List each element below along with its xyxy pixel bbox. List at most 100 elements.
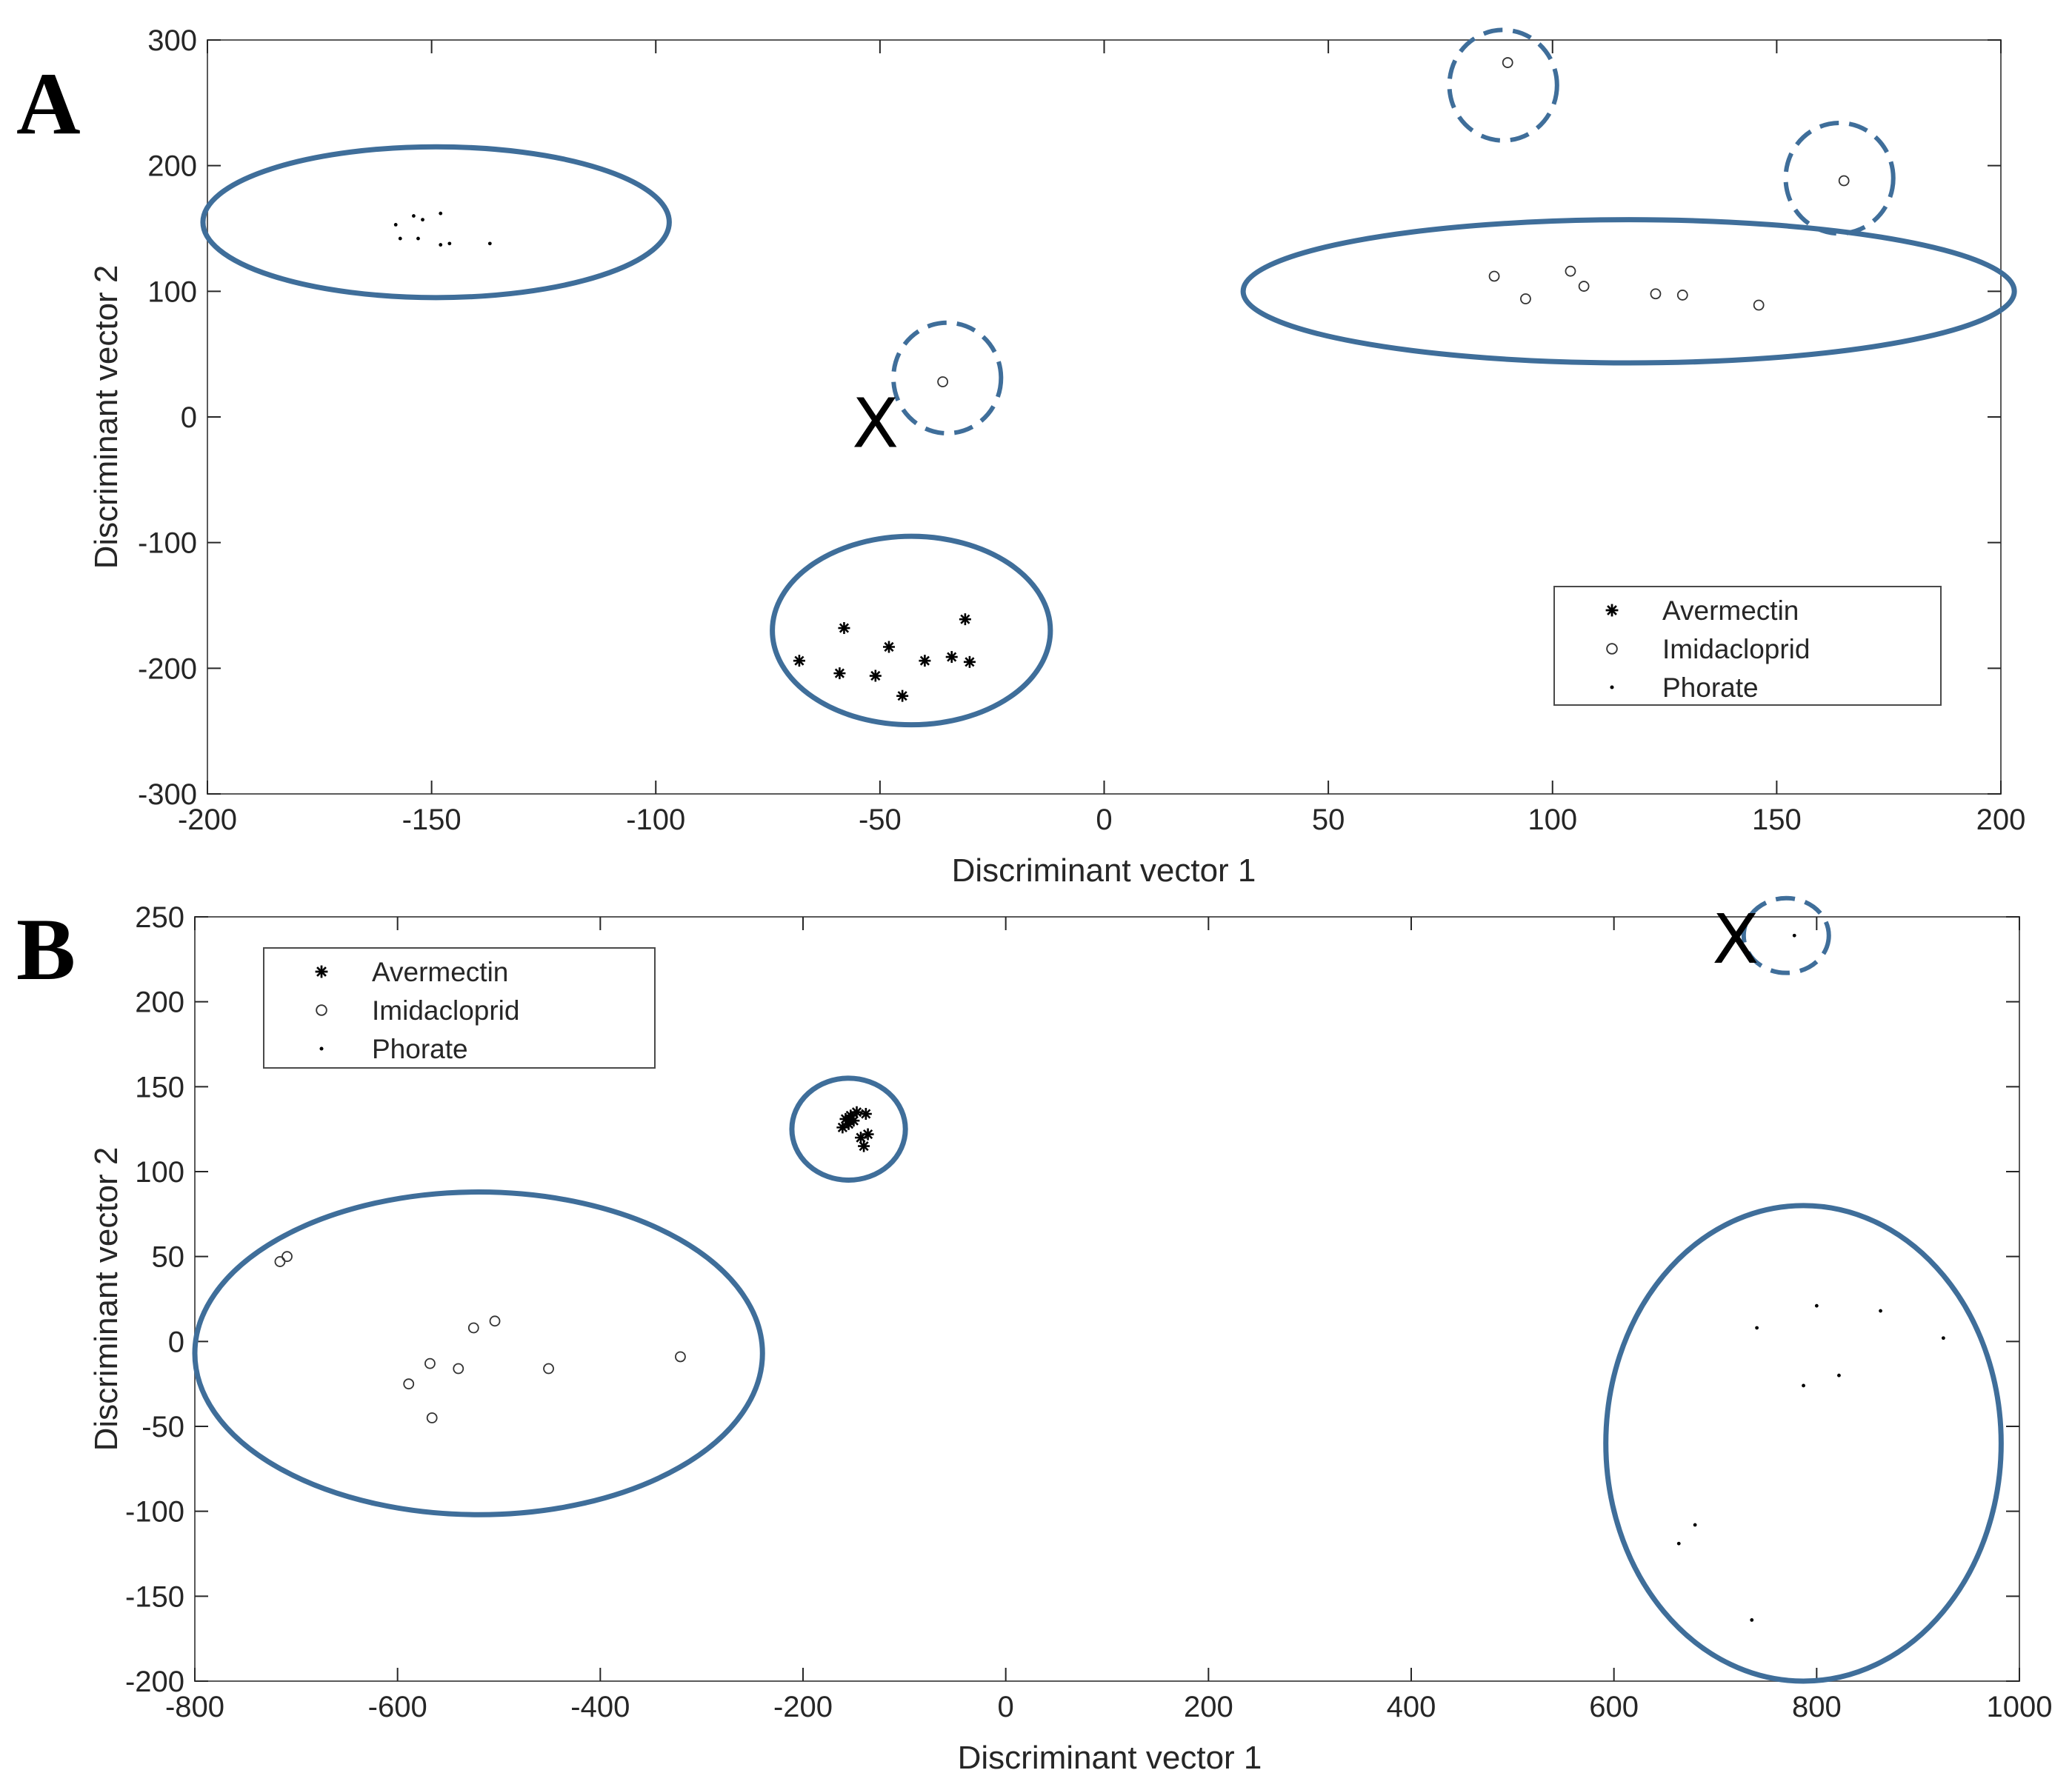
- data-point-phorate: [393, 223, 398, 227]
- data-point-imidacloprid: [1753, 299, 1765, 311]
- legend-marker-phorate: [319, 1046, 324, 1051]
- data-point-avermectin: [959, 613, 971, 626]
- y-tick-label: 200: [135, 986, 184, 1019]
- data-point-phorate: [1814, 1303, 1819, 1308]
- y-tick-label: -100: [125, 1496, 184, 1529]
- y-tick-label: -200: [125, 1666, 184, 1698]
- legend-label-phorate: Phorate: [372, 1034, 468, 1064]
- data-point-phorate: [487, 241, 492, 246]
- legend-label-phorate: Phorate: [1662, 672, 1759, 703]
- x-tick-label: -600: [368, 1691, 427, 1723]
- data-point-imidacloprid: [1520, 293, 1531, 304]
- y-tick-label: 250: [135, 901, 184, 934]
- legend-marker-avermectin: [1605, 604, 1619, 617]
- data-point-imidacloprid: [1676, 290, 1688, 301]
- cluster-ellipse: [1603, 1203, 2004, 1684]
- data-point-imidacloprid: [675, 1351, 686, 1363]
- y-tick-label: 50: [152, 1241, 185, 1274]
- data-point-avermectin: [945, 651, 958, 664]
- x-tick-label: 400: [1387, 1691, 1436, 1723]
- cluster-ellipse: [770, 533, 1053, 728]
- data-point-imidacloprid: [1578, 281, 1590, 292]
- data-point-imidacloprid: [274, 1256, 286, 1267]
- x-tick-label: 100: [1528, 804, 1577, 836]
- data-point-phorate: [1676, 1541, 1681, 1546]
- legend-label-avermectin: Avermectin: [1662, 595, 1799, 626]
- data-point-imidacloprid: [426, 1412, 438, 1423]
- legend-label-avermectin: Avermectin: [372, 957, 508, 987]
- y-tick-label: 100: [147, 275, 197, 308]
- data-point-avermectin: [859, 1108, 872, 1121]
- data-point-imidacloprid: [1488, 270, 1500, 282]
- x-tick-label: 600: [1589, 1691, 1639, 1723]
- annotation-x: X: [852, 384, 899, 463]
- data-point-phorate: [1837, 1373, 1841, 1377]
- data-point-avermectin: [793, 655, 805, 667]
- data-point-phorate: [398, 236, 402, 241]
- data-point-avermectin: [850, 1106, 863, 1118]
- dashed-cluster-ellipse: [1783, 120, 1896, 236]
- data-point-avermectin: [963, 655, 976, 668]
- panel-b: -800 -600 -400 -200 0 200 400 600 800 10002502001…: [16, 895, 2053, 1776]
- x-tick-label: -150: [402, 804, 462, 836]
- data-point-imidacloprid: [1838, 175, 1850, 187]
- data-point-phorate: [1750, 1618, 1754, 1622]
- data-point-imidacloprid: [937, 376, 949, 387]
- y-tick-label: 300: [147, 24, 197, 57]
- data-point-avermectin: [838, 622, 850, 635]
- x-tick-label: -200: [773, 1691, 833, 1723]
- y-tick-label: 100: [135, 1156, 184, 1189]
- data-point-phorate: [439, 243, 443, 247]
- data-point-imidacloprid: [403, 1378, 415, 1390]
- legend-box: [263, 947, 656, 1069]
- legend-box: [1553, 586, 1942, 706]
- x-axis-label: Discriminant vector 1: [952, 852, 1256, 889]
- x-tick-label: 150: [1752, 804, 1802, 836]
- cluster-ellipse: [1240, 217, 2017, 366]
- y-tick-label: 200: [147, 150, 197, 183]
- y-tick-label: -200: [138, 652, 197, 685]
- cluster-ellipse: [789, 1075, 908, 1183]
- legend-marker-avermectin: [315, 965, 328, 978]
- x-tick-label: -50: [859, 804, 902, 836]
- y-tick-label: 0: [181, 401, 197, 434]
- data-point-avermectin: [919, 655, 931, 667]
- data-point-imidacloprid: [1502, 57, 1513, 68]
- x-tick-label: 1000: [1987, 1691, 2053, 1723]
- y-tick-label: -100: [138, 527, 197, 560]
- data-point-phorate: [1941, 1336, 1945, 1340]
- data-point-avermectin: [833, 667, 846, 680]
- data-point-phorate: [1879, 1309, 1882, 1313]
- y-tick-label: -150: [125, 1580, 184, 1613]
- data-point-avermectin: [869, 669, 882, 682]
- x-tick-label: -400: [570, 1691, 630, 1723]
- x-tick-label: 800: [1792, 1691, 1842, 1723]
- dashed-cluster-ellipse: [891, 320, 1004, 436]
- data-point-phorate: [1755, 1326, 1759, 1330]
- data-point-imidacloprid: [282, 1251, 293, 1263]
- cluster-ellipse: [192, 1189, 765, 1517]
- data-point-phorate: [447, 241, 452, 246]
- data-point-phorate: [1693, 1523, 1697, 1527]
- data-point-phorate: [416, 236, 420, 241]
- data-point-imidacloprid: [489, 1315, 501, 1327]
- x-tick-label: -200: [178, 804, 237, 836]
- panel-letter: B: [16, 900, 76, 998]
- dashed-cluster-ellipse: [1447, 27, 1559, 143]
- data-point-phorate: [439, 211, 443, 216]
- x-tick-label: 50: [1312, 804, 1345, 836]
- data-point-imidacloprid: [1565, 265, 1576, 277]
- data-point-imidacloprid: [424, 1357, 436, 1369]
- data-point-avermectin: [858, 1140, 870, 1152]
- x-tick-label: -800: [165, 1691, 224, 1723]
- data-point-avermectin: [862, 1128, 874, 1141]
- y-tick-label: 0: [168, 1326, 184, 1358]
- data-point-avermectin: [882, 641, 895, 653]
- legend: Avermectin Imidacloprid Phorate: [263, 947, 656, 1069]
- cluster-ellipse: [200, 144, 672, 301]
- legend-label-imidacloprid: Imidacloprid: [372, 995, 519, 1026]
- panel-a: -200 -150 -100 -50 0 50 100 150 200 300 200 100 0 -10…: [16, 24, 2025, 889]
- data-point-avermectin: [896, 689, 909, 702]
- legend-marker-imidacloprid: [316, 1004, 327, 1016]
- data-point-phorate: [421, 218, 424, 222]
